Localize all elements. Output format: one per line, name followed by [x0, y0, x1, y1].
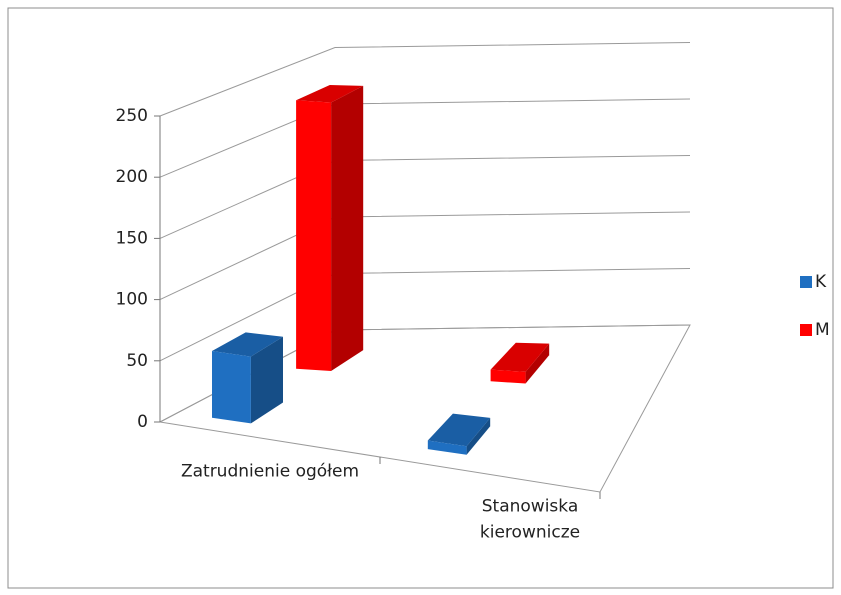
legend-swatch [800, 276, 812, 288]
bar [296, 85, 364, 372]
bar-top [296, 85, 364, 103]
y-tick-label: 50 [126, 351, 148, 371]
bar [212, 332, 283, 424]
y-tick-label: 200 [116, 167, 148, 187]
x-tick-label: Zatrudnienie ogółem [181, 462, 359, 482]
legend-label: M [815, 320, 830, 340]
bar-side [250, 336, 283, 424]
x-tick-label: Stanowiska kierownicze [480, 497, 580, 543]
bar [490, 342, 550, 384]
y-tick-label: 100 [116, 290, 148, 310]
grid-line [159, 42, 691, 117]
y-tick-label: 0 [137, 412, 148, 432]
y-tick-label: 150 [116, 228, 148, 248]
bar-front [427, 440, 467, 455]
bar-side [331, 85, 364, 372]
bar-front [212, 351, 251, 424]
bar-top [427, 413, 491, 447]
bar-front [296, 100, 332, 372]
chart-border [7, 7, 834, 589]
bar-side [525, 343, 550, 384]
y-tick-label: 250 [116, 106, 148, 126]
bar-front [490, 369, 526, 384]
bar [427, 413, 491, 455]
legend-label: K [815, 272, 827, 292]
bar-side [466, 417, 491, 455]
bar-top [212, 332, 283, 357]
bar-top [490, 342, 550, 372]
legend-swatch [800, 324, 812, 336]
